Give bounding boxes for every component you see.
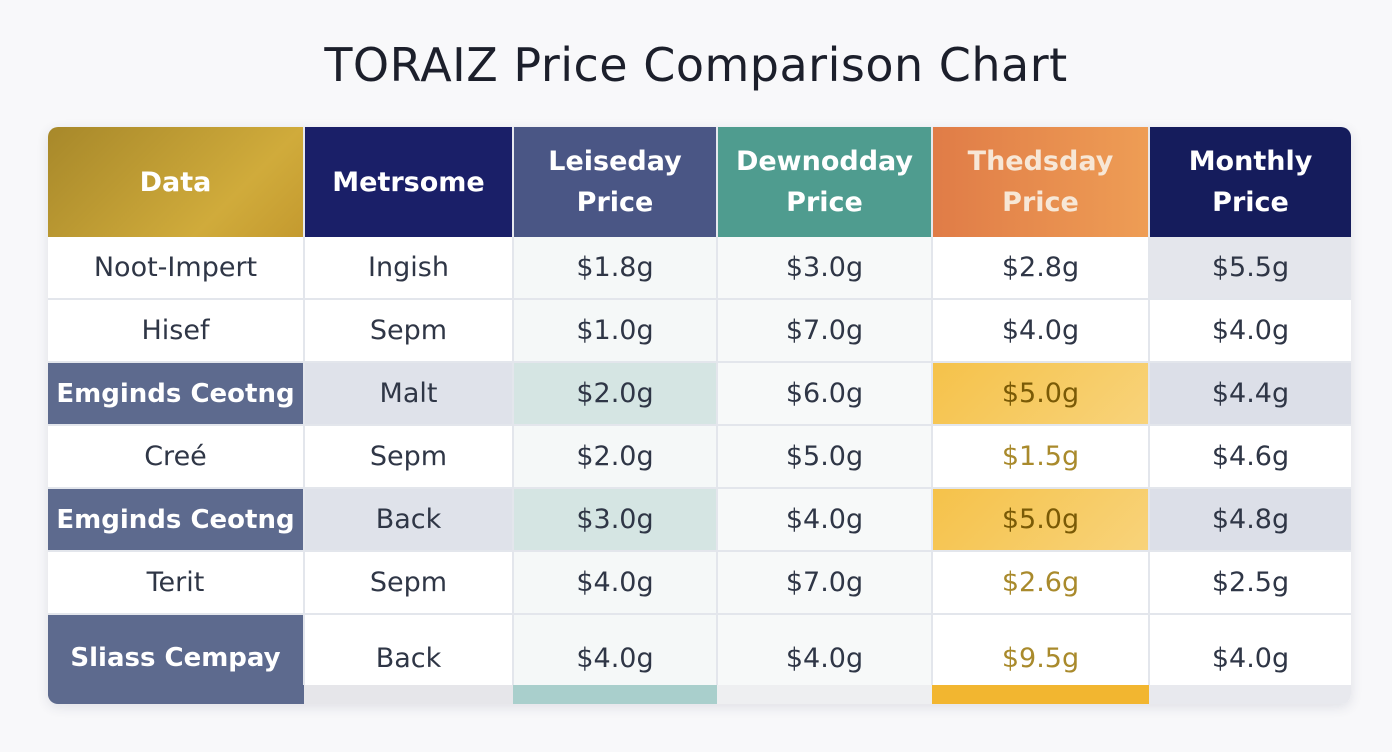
- header-dewnodday-price: Dewnodday Price: [717, 127, 933, 237]
- price-cell: $4.6g: [1149, 425, 1351, 489]
- row-label: Hisef: [48, 299, 305, 363]
- price-cell: $4.0g: [1149, 299, 1351, 363]
- bottom-color-strip: [48, 685, 1351, 704]
- price-cell: $5.0g: [932, 362, 1150, 426]
- price-cell: $2.0g: [513, 362, 718, 426]
- price-cell: $3.0g: [513, 488, 718, 552]
- row-type: Sepm: [304, 425, 514, 489]
- strip-segment: [513, 685, 717, 704]
- header-metrsome: Metrsome: [304, 127, 514, 237]
- table-row: Creé Sepm $2.0g $5.0g $1.5g $4.6g: [48, 425, 1351, 489]
- header-monthly-price: Monthly Price: [1149, 127, 1351, 237]
- table-row: Terit Sepm $4.0g $7.0g $2.6g $2.5g: [48, 551, 1351, 615]
- row-label: Creé: [48, 425, 305, 489]
- row-type: Sepm: [304, 551, 514, 615]
- price-cell: $4.0g: [513, 551, 718, 615]
- chart-title: TORAIZ Price Comparison Chart: [324, 38, 1068, 92]
- price-cell: $1.0g: [513, 299, 718, 363]
- price-cell: $5.0g: [717, 425, 933, 489]
- price-cell: $2.0g: [513, 425, 718, 489]
- strip-segment: [48, 685, 304, 704]
- row-label: Emginds Ceotng: [48, 362, 305, 426]
- price-cell: $2.8g: [932, 237, 1150, 300]
- row-label: Terit: [48, 551, 305, 615]
- table-row: Emginds Ceotng Back $3.0g $4.0g $5.0g $4…: [48, 488, 1351, 552]
- price-cell: $4.8g: [1149, 488, 1351, 552]
- header-row: Data Metrsome Leiseday Price Dewnodday P…: [48, 127, 1351, 237]
- table-row: Emginds Ceotng Malt $2.0g $6.0g $5.0g $4…: [48, 362, 1351, 426]
- row-type: Ingish: [304, 237, 514, 300]
- price-cell: $2.5g: [1149, 551, 1351, 615]
- price-cell: $7.0g: [717, 299, 933, 363]
- header-thedsday-price: Thedsday Price: [932, 127, 1150, 237]
- header-leiseday-price: Leiseday Price: [513, 127, 718, 237]
- price-cell: $5.0g: [932, 488, 1150, 552]
- strip-segment: [304, 685, 513, 704]
- price-comparison-table: Data Metrsome Leiseday Price Dewnodday P…: [48, 127, 1351, 704]
- price-cell: $1.8g: [513, 237, 718, 300]
- strip-segment: [717, 685, 932, 704]
- table-row: Hisef Sepm $1.0g $7.0g $4.0g $4.0g: [48, 299, 1351, 363]
- price-cell: $4.4g: [1149, 362, 1351, 426]
- price-cell: $4.0g: [717, 488, 933, 552]
- price-cell: $1.5g: [932, 425, 1150, 489]
- row-label: Emginds Ceotng: [48, 488, 305, 552]
- price-cell: $7.0g: [717, 551, 933, 615]
- strip-segment: [932, 685, 1149, 704]
- header-data: Data: [48, 127, 305, 237]
- row-label: Noot-Impert: [48, 237, 305, 300]
- price-cell: $5.5g: [1149, 237, 1351, 300]
- price-cell: $6.0g: [717, 362, 933, 426]
- table-row: Noot-Impert Ingish $1.8g $3.0g $2.8g $5.…: [48, 237, 1351, 300]
- price-cell: $4.0g: [932, 299, 1150, 363]
- row-type: Malt: [304, 362, 514, 426]
- price-cell: $2.6g: [932, 551, 1150, 615]
- row-type: Sepm: [304, 299, 514, 363]
- strip-segment: [1149, 685, 1351, 704]
- price-cell: $3.0g: [717, 237, 933, 300]
- row-type: Back: [304, 488, 514, 552]
